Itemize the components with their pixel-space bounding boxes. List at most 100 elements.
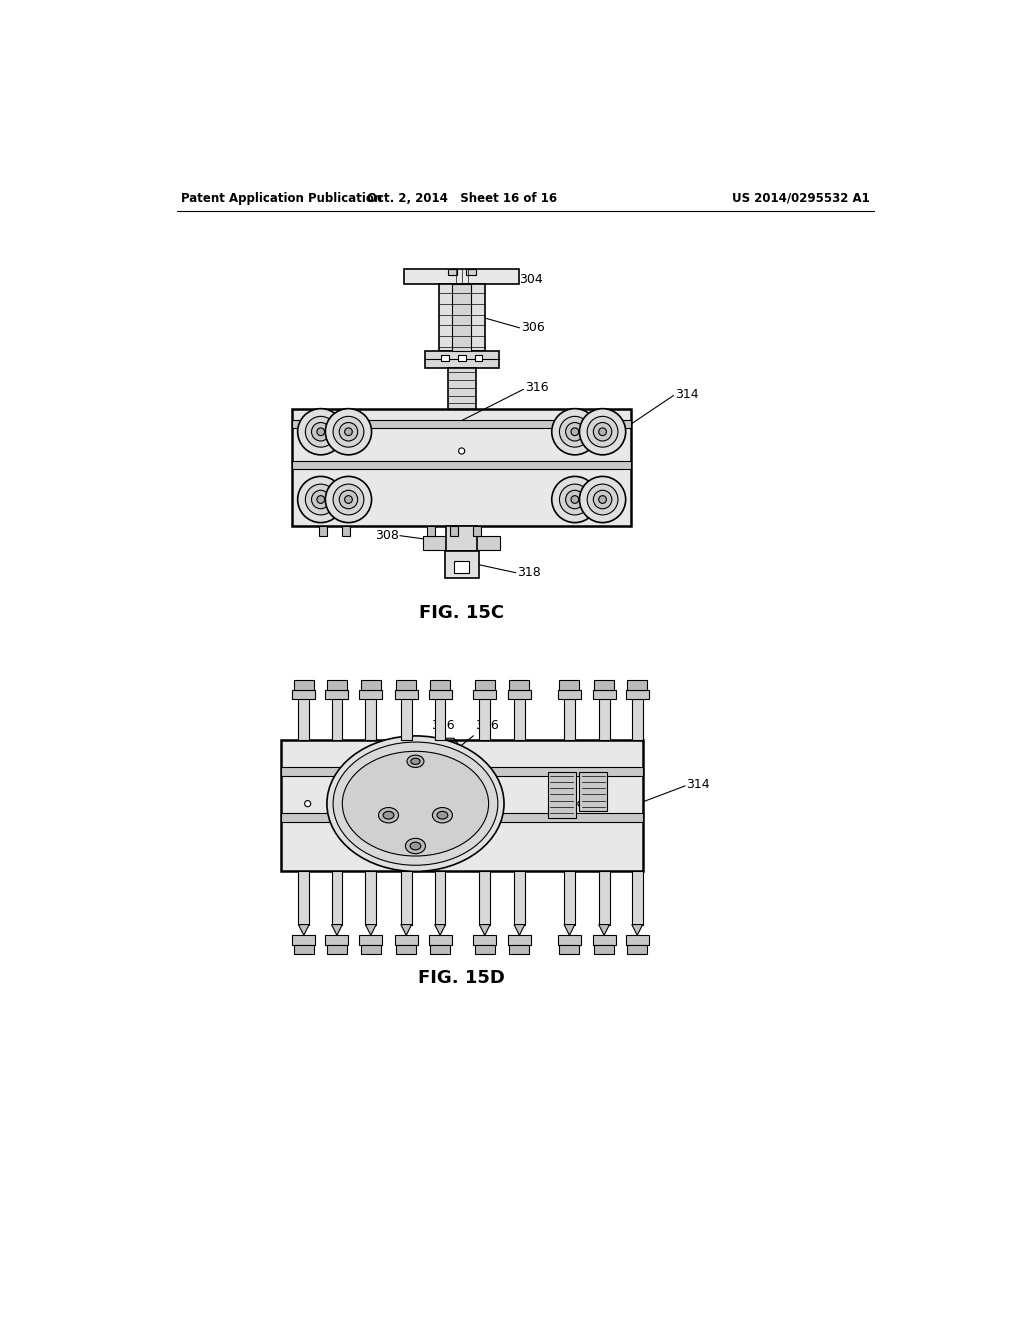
Polygon shape	[366, 924, 376, 936]
Polygon shape	[298, 924, 309, 936]
Ellipse shape	[406, 838, 425, 854]
Bar	[298, 689, 309, 739]
Bar	[366, 689, 376, 739]
Bar	[435, 689, 445, 739]
Polygon shape	[599, 924, 609, 936]
Ellipse shape	[327, 737, 504, 871]
Circle shape	[552, 477, 598, 523]
Bar	[319, 527, 327, 536]
Bar	[292, 409, 631, 527]
Bar	[394, 689, 418, 700]
Circle shape	[552, 409, 598, 455]
Bar	[292, 936, 315, 945]
Bar	[628, 945, 647, 954]
Polygon shape	[332, 924, 342, 936]
Bar	[441, 355, 449, 360]
Circle shape	[311, 422, 330, 441]
Circle shape	[298, 409, 344, 455]
Bar	[360, 681, 381, 689]
Circle shape	[305, 416, 336, 447]
Bar	[292, 420, 631, 428]
Bar	[446, 527, 477, 552]
Bar	[332, 689, 342, 739]
Text: FIG. 15C: FIG. 15C	[419, 603, 504, 622]
Text: 306: 306	[475, 719, 499, 733]
Bar	[425, 351, 499, 368]
Circle shape	[345, 495, 352, 503]
Bar	[447, 368, 475, 409]
Bar	[400, 871, 412, 924]
Bar	[632, 689, 643, 739]
Circle shape	[333, 484, 364, 515]
Bar	[558, 936, 581, 945]
Circle shape	[305, 484, 336, 515]
Circle shape	[580, 477, 626, 523]
Bar	[281, 767, 643, 776]
Circle shape	[345, 428, 352, 436]
Circle shape	[571, 428, 579, 436]
Circle shape	[326, 477, 372, 523]
Bar	[475, 681, 495, 689]
Bar	[514, 689, 524, 739]
Circle shape	[304, 800, 310, 807]
Bar	[548, 772, 575, 818]
Circle shape	[599, 428, 606, 436]
Bar	[580, 772, 607, 810]
Bar	[429, 689, 452, 700]
Bar	[475, 355, 482, 360]
Polygon shape	[479, 924, 490, 936]
Ellipse shape	[432, 808, 453, 822]
Ellipse shape	[437, 812, 447, 818]
Circle shape	[311, 490, 330, 508]
Bar	[294, 681, 313, 689]
Circle shape	[593, 422, 611, 441]
Circle shape	[599, 495, 606, 503]
Bar	[396, 945, 416, 954]
Text: Oct. 2, 2014   Sheet 16 of 16: Oct. 2, 2014 Sheet 16 of 16	[367, 191, 557, 205]
Bar	[594, 945, 614, 954]
Circle shape	[316, 428, 325, 436]
Text: 318: 318	[517, 566, 541, 579]
Polygon shape	[514, 924, 524, 936]
Bar	[508, 936, 531, 945]
Bar	[292, 461, 631, 469]
Bar	[435, 871, 445, 924]
Bar	[509, 945, 529, 954]
Bar	[514, 871, 524, 924]
Bar	[396, 681, 416, 689]
Bar	[628, 681, 647, 689]
Text: 304: 304	[518, 273, 543, 286]
Bar	[479, 871, 490, 924]
Bar	[326, 689, 348, 700]
Text: 306: 306	[521, 321, 545, 334]
Ellipse shape	[411, 758, 420, 764]
Bar	[427, 527, 435, 536]
Circle shape	[316, 495, 325, 503]
Bar	[281, 813, 643, 822]
Text: 308: 308	[375, 529, 398, 543]
Bar	[366, 871, 376, 924]
Bar	[327, 681, 347, 689]
Bar	[359, 936, 382, 945]
Bar	[509, 681, 529, 689]
Circle shape	[339, 422, 357, 441]
Bar	[430, 945, 451, 954]
Bar	[430, 681, 451, 689]
Bar	[594, 681, 614, 689]
Bar	[564, 871, 574, 924]
Circle shape	[571, 495, 579, 503]
Bar	[403, 268, 519, 284]
Bar	[451, 527, 458, 536]
Text: 316: 316	[524, 381, 549, 395]
Circle shape	[565, 422, 584, 441]
Bar	[423, 536, 500, 549]
Bar	[626, 689, 649, 700]
Bar	[458, 355, 466, 360]
Bar	[429, 936, 452, 945]
Bar	[438, 284, 484, 351]
Bar	[444, 552, 478, 578]
Bar	[473, 936, 497, 945]
Bar	[473, 689, 497, 700]
Bar	[447, 268, 457, 275]
Bar	[332, 871, 342, 924]
